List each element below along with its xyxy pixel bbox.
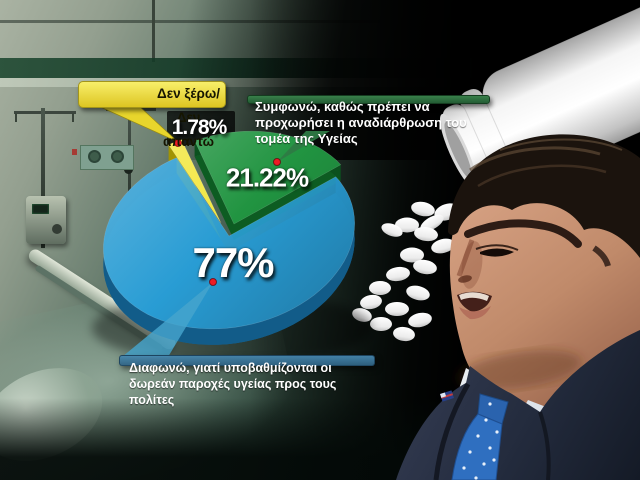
callout-dont-know-text: Δεν ξέρω/ Δεν απαντώ [157, 86, 220, 149]
callout-dont-know: Δεν ξέρω/ Δεν απαντώ [78, 81, 226, 149]
pills-photo [352, 201, 460, 342]
pie-value-agree: 21.22% [225, 162, 309, 193]
gas-outlet [111, 150, 124, 163]
infusion-pump [26, 196, 66, 244]
callout-anchor-dot [209, 278, 217, 286]
pump-screen [32, 204, 49, 214]
callout-tails [95, 104, 330, 357]
pump-knob [52, 224, 62, 234]
tie-polka-dots [462, 402, 499, 480]
lapel-pin [440, 390, 454, 402]
politician-photo [396, 134, 640, 480]
wall-outlet-red [72, 149, 77, 155]
callout-agree-text: Συμφωνώ, καθώς πρέπει να προχωρήσει η αν… [255, 99, 467, 146]
callout-tail-blue [122, 282, 213, 357]
iv-stand-crossbar [14, 111, 76, 114]
pie-value-disagree: 77% [192, 239, 274, 286]
wall-gas-panel [80, 145, 134, 170]
callout-disagree: Διαφωνώ, γιατί υποβαθμίζονται οι δωρεάν … [119, 355, 375, 407]
photo-fade-overlay [0, 398, 470, 480]
iv-hook [15, 113, 17, 122]
iv-pole [41, 108, 45, 248]
callout-anchor-dot [273, 158, 281, 166]
callout-anchor-dot [174, 139, 182, 147]
iv-hook [72, 113, 74, 122]
callout-agree: Συμφωνώ, καθώς πρέπει να προχωρήσει η αν… [247, 95, 490, 146]
gas-outlet [88, 150, 101, 163]
callout-tail-green [277, 131, 330, 162]
iv-pole [128, 110, 131, 250]
pie-value-dont-know: 1.78% [171, 116, 228, 139]
callout-disagree-text: Διαφωνώ, γιατί υποβαθμίζονται οι δωρεάν … [129, 361, 337, 407]
